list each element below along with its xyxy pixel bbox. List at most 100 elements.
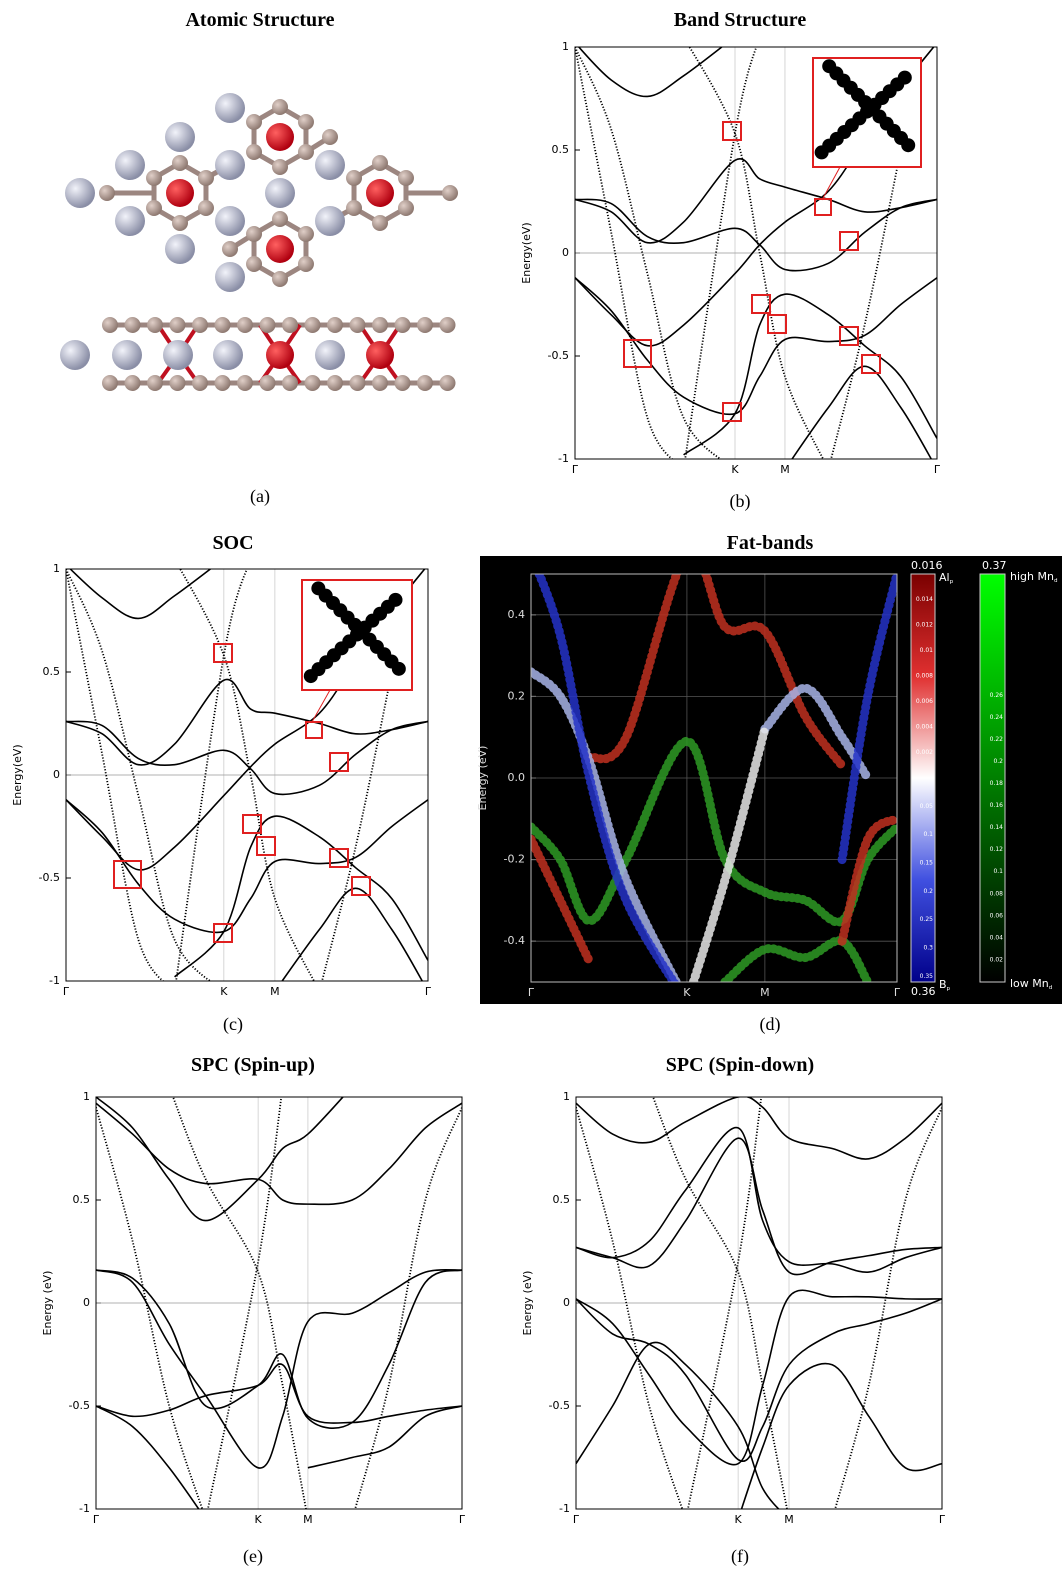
atom [65, 178, 95, 208]
band [575, 47, 723, 459]
chart-title: Band Structure [674, 9, 807, 31]
colorbar-tick: 0.014 [916, 596, 933, 603]
atom [147, 317, 163, 333]
colorbar-label: low Mnd [1010, 977, 1053, 991]
colorbar-label: high Mnd [1010, 570, 1058, 584]
band [281, 887, 424, 981]
x-tick-label: Γ [573, 1513, 580, 1526]
atom [272, 211, 288, 227]
plot-frame [530, 573, 898, 983]
band [688, 724, 770, 982]
colorbar-tick: 0.04 [990, 934, 1004, 941]
atom [165, 234, 195, 264]
band [652, 1097, 788, 1509]
y-tick-label: 0.4 [508, 608, 526, 621]
atom [315, 150, 345, 180]
atom [372, 317, 388, 333]
band [575, 47, 674, 459]
atom [372, 155, 388, 171]
atom [215, 262, 245, 292]
atom [246, 144, 263, 160]
band [321, 671, 393, 981]
band [585, 574, 847, 771]
chart-caption: (d) [760, 1014, 781, 1035]
atom [266, 235, 294, 263]
atom [346, 170, 363, 186]
label-sub: p [947, 986, 951, 992]
band [96, 1269, 462, 1429]
atom [349, 375, 366, 391]
atom [197, 170, 214, 186]
label-text: B [939, 978, 947, 991]
atom [146, 200, 163, 216]
colorbar-tick: 0.002 [916, 749, 933, 756]
colorbar-tick: 0.35 [920, 973, 934, 980]
y-tick-label: -1 [558, 452, 569, 465]
y-axis-label: Energy (eV) [476, 746, 489, 811]
colorbar-tick: 0.05 [920, 803, 934, 810]
band [96, 1107, 204, 1509]
colorbar-tick: 0.24 [990, 714, 1004, 721]
atom [246, 226, 263, 242]
x-tick-label: M [784, 1513, 794, 1526]
band [575, 277, 937, 416]
series-group [96, 1097, 462, 1509]
atom [266, 123, 294, 151]
chart-title: Fat-bands [727, 532, 814, 554]
x-tick-label: Γ [894, 986, 901, 999]
atom [315, 340, 345, 370]
y-tick-label: -0.2 [504, 853, 525, 866]
band [69, 569, 212, 620]
colorbar-tick: 0.2 [923, 888, 933, 895]
x-tick-label: Γ [934, 463, 941, 476]
band [683, 293, 937, 456]
y-axis-label: Energy (eV) [41, 1271, 54, 1336]
atom [266, 341, 294, 369]
band [354, 1106, 462, 1509]
atom [304, 317, 321, 333]
colorbar-tick: 0.006 [916, 698, 933, 705]
x-tick-label: Γ [93, 1513, 100, 1526]
y-axis-label: Energy(eV) [11, 744, 24, 805]
band [791, 365, 933, 459]
band [531, 834, 595, 967]
atom [146, 170, 163, 186]
atom [172, 155, 188, 171]
y-tick-label: 1 [53, 562, 60, 575]
band [66, 799, 428, 934]
atom [304, 375, 321, 391]
band [96, 1363, 462, 1424]
band [576, 1298, 942, 1463]
x-tick-label: Γ [939, 1513, 946, 1526]
colorbar-tick: 0.22 [990, 736, 1004, 743]
label-sub: d [1049, 985, 1053, 991]
zoom-dot [388, 592, 403, 607]
band [96, 1097, 344, 1222]
atom [297, 226, 314, 242]
label-sub: p [950, 579, 954, 585]
colorbar-label: 0.016 [911, 559, 943, 572]
y-tick-label: 0.2 [508, 689, 526, 702]
colorbar-tick: 0.14 [990, 824, 1004, 831]
atom [417, 317, 433, 333]
label-text: high Mn [1010, 570, 1054, 583]
colorbar-tick: 0.12 [990, 846, 1004, 853]
atom [165, 122, 195, 152]
panel-title: Atomic Structure [185, 9, 334, 31]
y-tick-label: 0.5 [73, 1193, 91, 1206]
x-tick-label: K [731, 463, 739, 476]
atom [172, 215, 188, 231]
atom [372, 375, 388, 391]
colorbar-tick: 0.15 [920, 860, 934, 867]
y-tick-label: 0.5 [552, 143, 570, 156]
colorbar [910, 573, 936, 983]
chart-caption: (e) [243, 1546, 263, 1567]
atom [215, 93, 245, 123]
atom [222, 241, 238, 257]
colorbar-tick: 0.26 [990, 692, 1004, 699]
colorbar-tick: 0.008 [916, 673, 933, 680]
atom [417, 375, 433, 391]
y-axis-label: Energy(eV) [520, 222, 533, 283]
plot-frame [575, 1096, 943, 1510]
